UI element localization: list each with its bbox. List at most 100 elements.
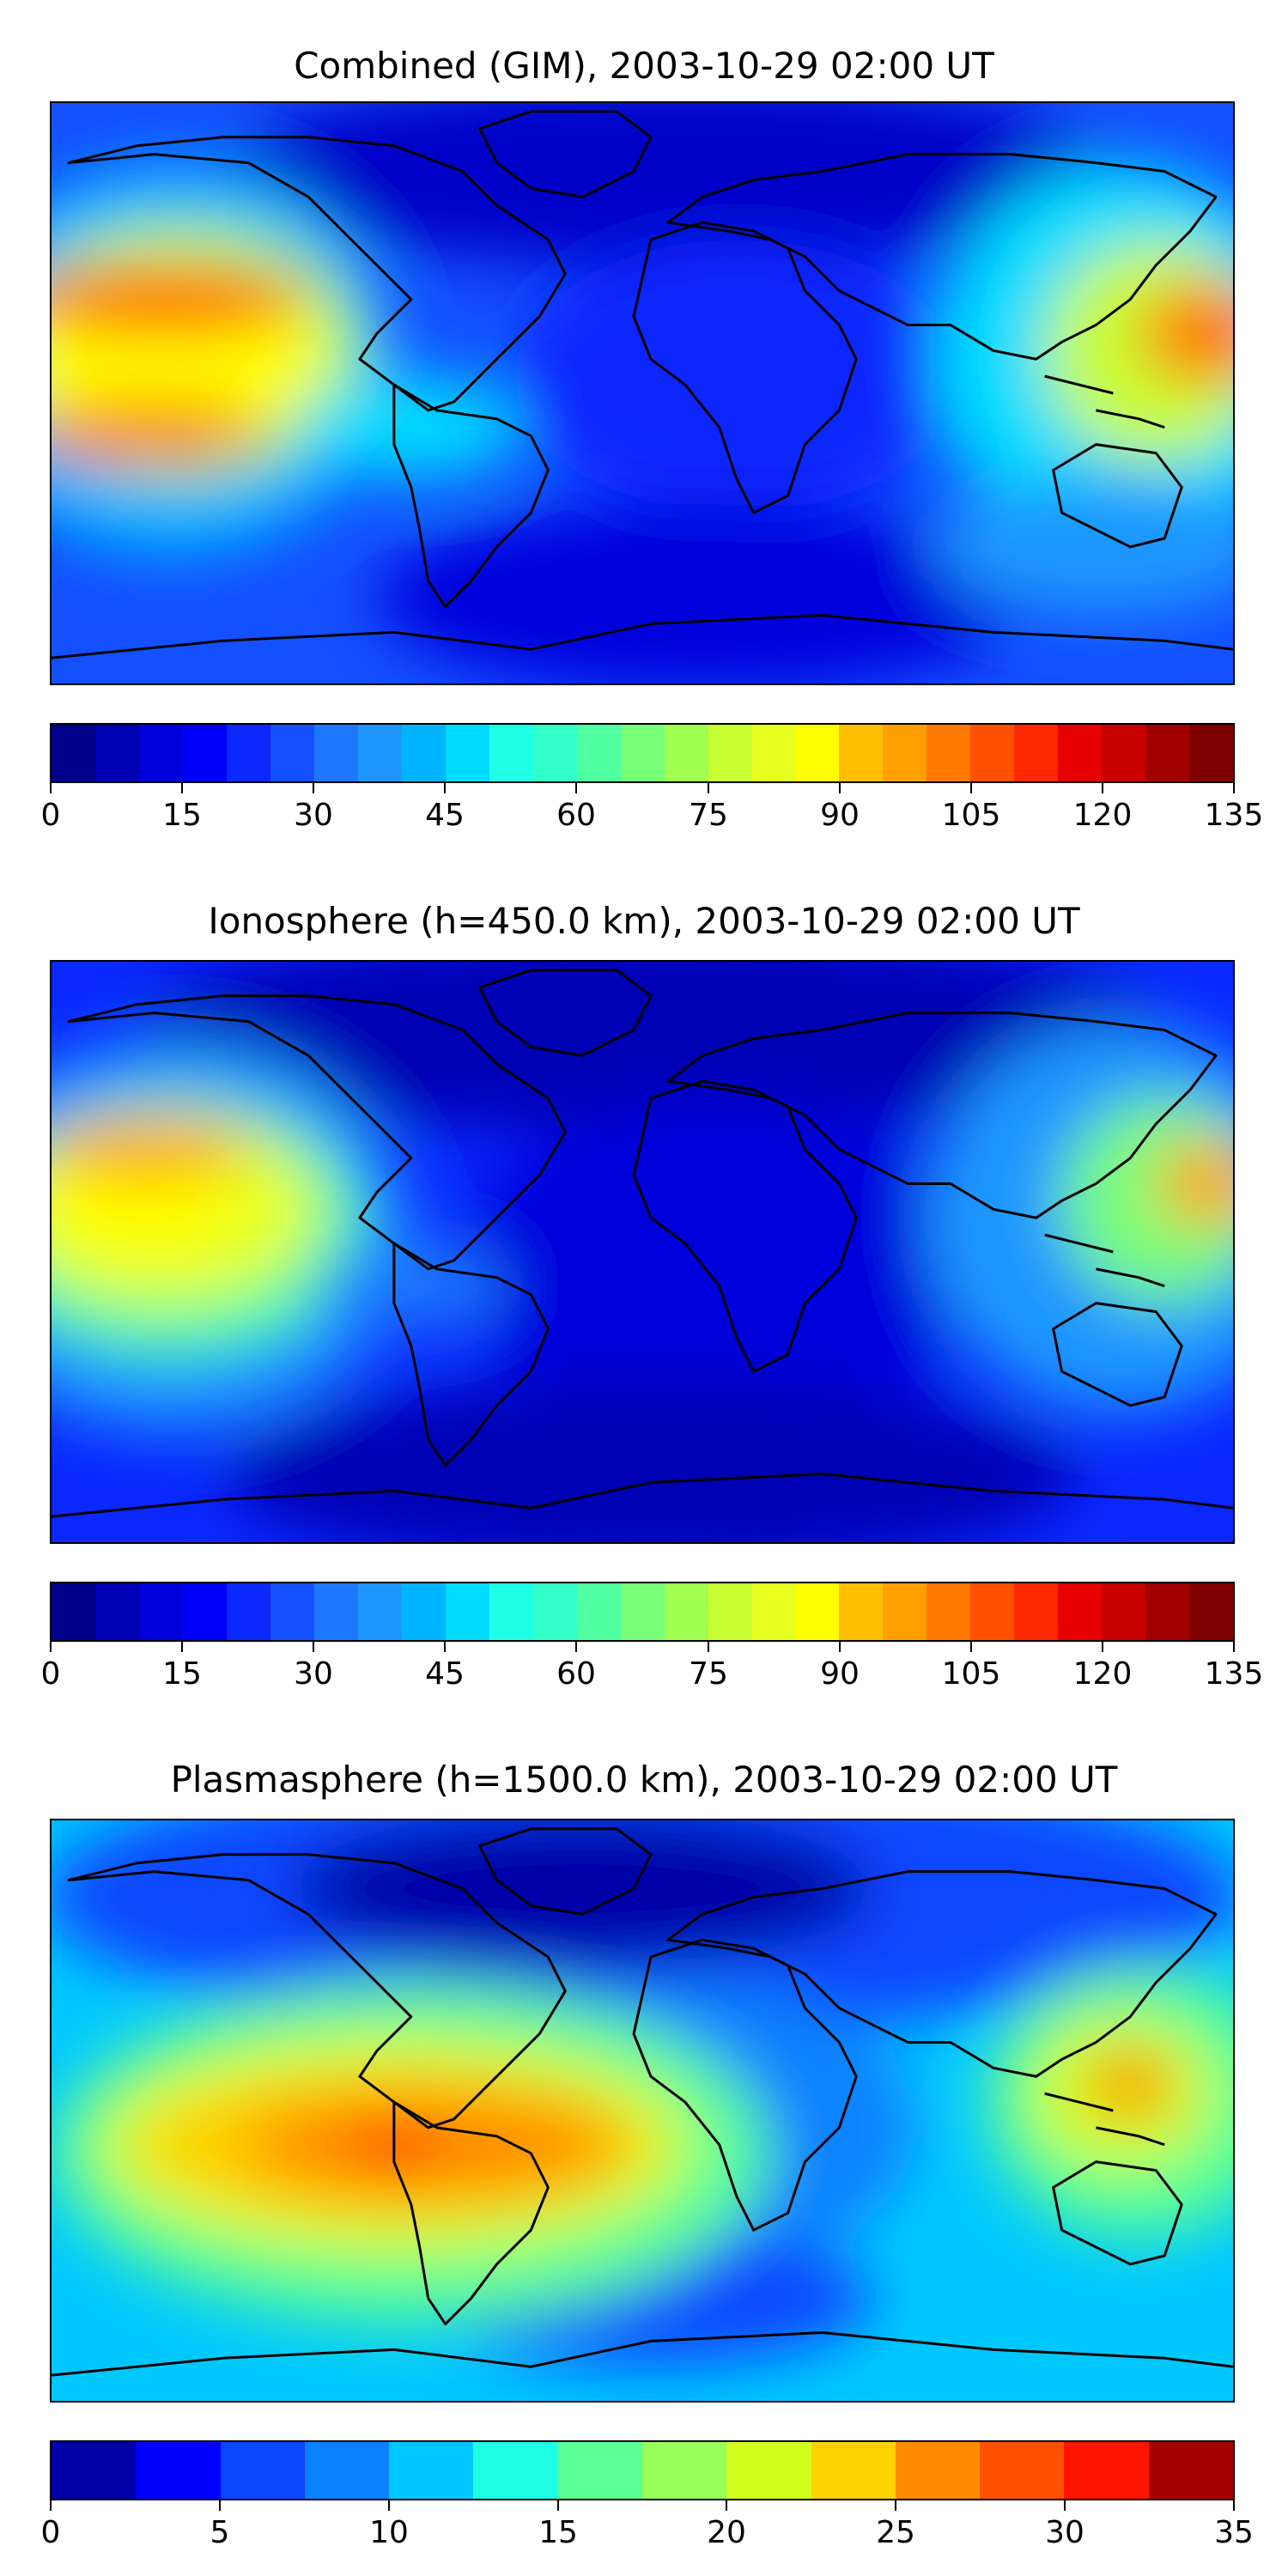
colorbar-tick-mark xyxy=(1233,783,1235,793)
colorbar-tick-label: 105 xyxy=(941,1656,1001,1692)
colorbar-segment xyxy=(726,2442,811,2499)
colorbar-tick-mark xyxy=(970,783,972,793)
colorbar-tick-mark xyxy=(313,1642,314,1652)
colorbar-tick-label: 120 xyxy=(1072,1656,1133,1692)
colorbar-tick-label: 60 xyxy=(556,1656,596,1692)
colorbar-segment xyxy=(138,1583,183,1640)
colorbar-tick-mark xyxy=(726,2500,727,2511)
colorbar-segment xyxy=(182,725,227,781)
colorbar-tick-mark xyxy=(50,1642,52,1652)
colorbar-segment xyxy=(1189,725,1233,781)
panel3-map xyxy=(50,1819,1235,2403)
colorbar-segment xyxy=(357,1583,402,1640)
panel3-colorbar xyxy=(50,2440,1235,2500)
colorbar-tick-mark xyxy=(557,2500,559,2511)
colorbar-tick-mark xyxy=(839,1642,841,1652)
colorbar-segment xyxy=(1014,1583,1059,1640)
colorbar-segment xyxy=(1014,725,1059,781)
colorbar-segment xyxy=(980,2442,1065,2499)
colorbar-tick-label: 30 xyxy=(294,1656,333,1692)
colorbar-tick-label: 30 xyxy=(294,798,333,833)
colorbar-tick-label: 135 xyxy=(1204,798,1264,833)
colorbar-segment xyxy=(532,725,577,781)
colorbar-segment xyxy=(1102,725,1146,781)
panel1-colorbar-ticks: 0 15 30 45 60 75 90 105 120 135 xyxy=(41,783,1263,835)
colorbar-segment xyxy=(576,1583,621,1640)
colorbar-tick-label: 15 xyxy=(162,1656,202,1692)
colorbar-segment xyxy=(1145,725,1190,781)
colorbar-segment xyxy=(1058,1583,1103,1640)
colorbar-segment xyxy=(52,1583,95,1640)
panel2-colorbar xyxy=(50,1582,1235,1642)
colorbar-tick-mark xyxy=(575,1642,577,1652)
colorbar-segment xyxy=(52,2442,137,2499)
colorbar-tick-mark xyxy=(444,1642,446,1652)
colorbar-tick-label: 60 xyxy=(556,798,596,833)
colorbar-segment xyxy=(970,1583,1015,1640)
colorbar-segment xyxy=(226,725,270,781)
colorbar-segment xyxy=(557,2442,642,2499)
colorbar-segment xyxy=(270,725,314,781)
colorbar-tick-mark xyxy=(444,783,446,793)
colorbar-segment xyxy=(1102,1583,1146,1640)
colorbar-tick-label: 10 xyxy=(369,2515,409,2550)
colorbar-segment xyxy=(1145,1583,1190,1640)
colorbar-tick-label: 105 xyxy=(941,798,1001,833)
colorbar-segment xyxy=(576,725,621,781)
colorbar-segment xyxy=(664,1583,708,1640)
colorbar-segment xyxy=(94,725,139,781)
colorbar-tick-label: 120 xyxy=(1072,798,1133,833)
colorbar-segment xyxy=(1148,2442,1233,2499)
colorbar-segment xyxy=(473,2442,558,2499)
colorbar-tick-label: 5 xyxy=(210,2515,230,2550)
colorbar-tick-label: 35 xyxy=(1214,2515,1254,2550)
colorbar-tick-mark xyxy=(708,1642,709,1652)
panel2-map xyxy=(50,960,1235,1544)
colorbar-segment xyxy=(489,1583,533,1640)
panel2-colorbar-ticks: 0 15 30 45 60 75 90 105 120 135 xyxy=(41,1642,1263,1693)
colorbar-tick-mark xyxy=(50,2500,52,2511)
colorbar-segment xyxy=(313,1583,358,1640)
colorbar-segment xyxy=(839,1583,884,1640)
colorbar-segment xyxy=(1189,1583,1233,1640)
colorbar-tick-label: 15 xyxy=(162,798,202,833)
colorbar-segment xyxy=(708,725,752,781)
colorbar-segment xyxy=(52,725,95,781)
panel3-colorbar-ticks: 0 5 10 15 20 25 30 35 xyxy=(41,2500,1254,2552)
colorbar-segment xyxy=(641,2442,727,2499)
colorbar-segment xyxy=(664,725,708,781)
colorbar-segment xyxy=(795,1583,840,1640)
colorbar-tick-label: 15 xyxy=(538,2515,578,2550)
colorbar-segment xyxy=(401,725,446,781)
colorbar-segment xyxy=(220,2442,305,2499)
panel3-title: Plasmasphere (h=1500.0 km), 2003-10-29 0… xyxy=(170,1759,1118,1801)
colorbar-segment xyxy=(182,1583,227,1640)
colorbar-segment xyxy=(708,1583,752,1640)
colorbar-tick-label: 45 xyxy=(425,1656,465,1692)
colorbar-tick-mark xyxy=(313,783,314,793)
colorbar-segment xyxy=(445,1583,489,1640)
colorbar-segment xyxy=(304,2442,390,2499)
colorbar-segment xyxy=(620,1583,665,1640)
colorbar-segment xyxy=(401,1583,446,1640)
colorbar-segment xyxy=(94,1583,139,1640)
panel2-title: Ionosphere (h=450.0 km), 2003-10-29 02:0… xyxy=(208,900,1080,942)
colorbar-tick-label: 75 xyxy=(689,798,728,833)
colorbar-tick-label: 45 xyxy=(425,798,465,833)
colorbar-tick-label: 75 xyxy=(689,1656,728,1692)
colorbar-tick-mark xyxy=(1102,1642,1103,1652)
colorbar-segment xyxy=(895,2442,981,2499)
colorbar-segment xyxy=(927,725,971,781)
colorbar-tick-mark xyxy=(1233,1642,1235,1652)
colorbar-segment xyxy=(226,1583,270,1640)
colorbar-tick-mark xyxy=(895,2500,896,2511)
colorbar-tick-mark xyxy=(839,783,841,793)
colorbar-tick-mark xyxy=(219,2500,221,2511)
colorbar-segment xyxy=(138,725,183,781)
panel1-colorbar xyxy=(50,723,1235,783)
colorbar-segment xyxy=(751,725,796,781)
colorbar-tick-mark xyxy=(388,2500,390,2511)
colorbar-tick-mark xyxy=(708,783,709,793)
colorbar-segment xyxy=(883,725,927,781)
colorbar-segment xyxy=(751,1583,796,1640)
